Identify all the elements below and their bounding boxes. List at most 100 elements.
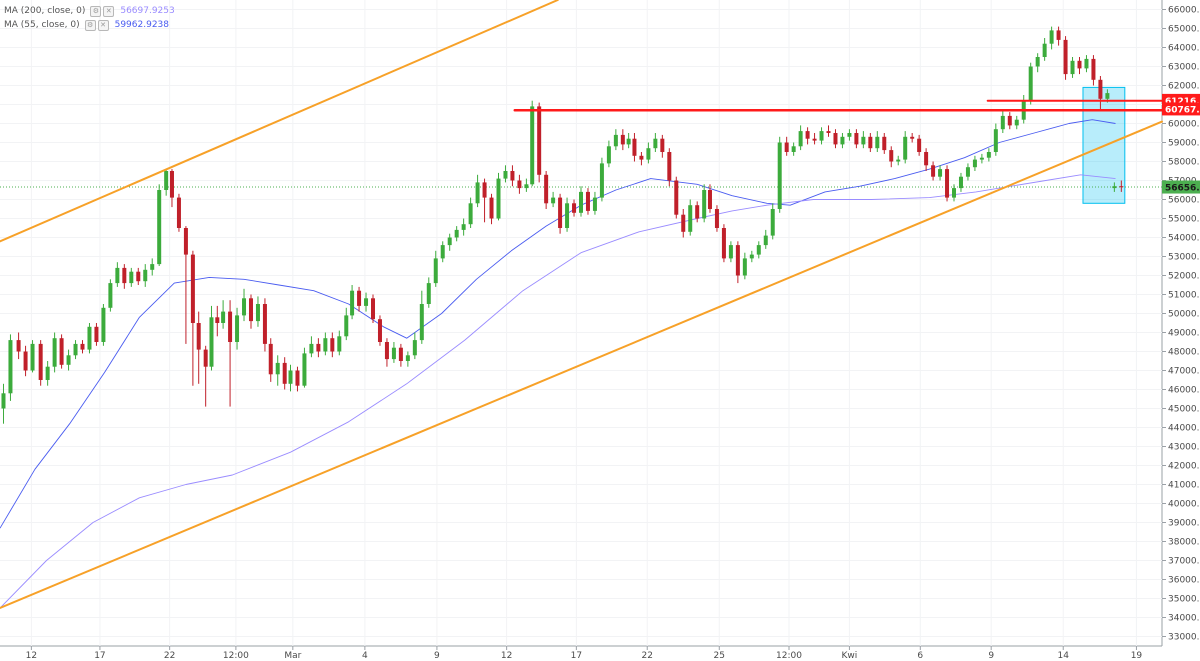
candle-up — [1112, 186, 1117, 189]
candle-down — [1077, 60, 1082, 69]
candle-up — [454, 229, 459, 238]
legend-ma55: MA (55, close, 0) ⚙ ✕ 59962.9238 — [4, 18, 175, 32]
legend-ma55-value: 59962.9238 — [114, 20, 170, 30]
y-tick-label: 33000.00 — [1168, 633, 1200, 643]
y-tick-label: 38000.00 — [1168, 538, 1200, 548]
candle-up — [412, 340, 417, 356]
candle-up — [1, 393, 6, 409]
close-icon[interactable]: ✕ — [97, 19, 109, 31]
candle-up — [101, 307, 106, 342]
candle-up — [45, 366, 50, 380]
legend-ma200-value: 56697.9253 — [120, 6, 175, 16]
y-tick-label: 56000.00 — [1168, 196, 1200, 206]
candle-up — [337, 336, 342, 352]
overlays-front — [0, 0, 1164, 609]
candle-up — [579, 191, 583, 213]
y-tick-label: 39000.00 — [1168, 519, 1200, 529]
candle-up — [770, 209, 775, 236]
candle-down — [295, 370, 300, 386]
candle-down — [203, 349, 208, 367]
y-tick-label: 41000.00 — [1168, 481, 1200, 491]
candle-up — [129, 271, 134, 284]
candle-down — [510, 171, 515, 181]
candle-down — [377, 319, 382, 342]
x-tick-label: 22 — [164, 651, 175, 661]
candle-down — [721, 228, 726, 259]
candle-up — [972, 159, 977, 168]
candle-down — [681, 214, 686, 232]
candle-down — [176, 197, 181, 228]
candle-down — [282, 362, 287, 384]
x-tick-label: 17 — [94, 651, 105, 661]
candle-up — [1014, 119, 1019, 126]
candle-up — [323, 338, 328, 352]
candle-down — [714, 209, 719, 228]
y-tick-label: 54000.00 — [1168, 234, 1200, 244]
candle-up — [875, 136, 880, 149]
candle-up — [688, 205, 693, 232]
x-tick-label: 4 — [362, 651, 368, 661]
candle-up — [613, 134, 618, 147]
upper-trend-line — [0, 0, 559, 243]
candle-down — [917, 138, 922, 152]
y-tick-label: 63000.00 — [1168, 63, 1200, 73]
settings-icon[interactable]: ⚙ — [84, 19, 96, 31]
candle-up — [235, 315, 240, 342]
candle-down — [228, 311, 233, 342]
y-tick-label: 62000.00 — [1168, 82, 1200, 92]
candle-up — [798, 131, 803, 147]
x-tick-label: 9 — [434, 651, 440, 661]
candle-up — [419, 304, 424, 341]
candle-down — [924, 152, 929, 166]
close-icon[interactable]: ✕ — [103, 5, 115, 17]
settings-icon[interactable]: ⚙ — [90, 5, 102, 17]
candle-down — [357, 290, 362, 306]
candle-up — [275, 362, 280, 375]
y-tick-label: 48000.00 — [1168, 348, 1200, 358]
candle-down — [945, 169, 950, 198]
candle-up — [551, 197, 556, 204]
candle-up — [791, 146, 796, 152]
candle-up — [777, 142, 782, 209]
y-tick-label: 42000.00 — [1168, 462, 1200, 472]
candle-up — [646, 148, 651, 160]
candle-down — [805, 131, 810, 139]
x-tick-label: 25 — [714, 651, 725, 661]
candle-down — [183, 228, 188, 255]
x-tick-label: 9 — [988, 651, 994, 661]
price-badge-label: 56656.18 — [1165, 184, 1200, 194]
candle-up — [8, 340, 13, 394]
y-tick-label: 47000.00 — [1168, 367, 1200, 377]
candle-down — [910, 136, 915, 139]
candle-up — [626, 138, 631, 145]
candle-up — [524, 184, 529, 189]
candle-up — [1035, 57, 1040, 67]
candle-up — [938, 169, 943, 177]
candle-up — [350, 290, 355, 316]
candle-up — [653, 138, 658, 149]
y-tick-label: 43000.00 — [1168, 443, 1200, 453]
candle-up — [565, 203, 570, 228]
candle-up — [606, 146, 611, 164]
y-tick-label: 65000.00 — [1168, 25, 1200, 35]
candle-up — [440, 245, 445, 259]
candle-down — [695, 205, 700, 219]
candle-up — [819, 131, 824, 141]
y-tick-label: 46000.00 — [1168, 386, 1200, 396]
price-badge — [1162, 102, 1200, 116]
candle-up — [1084, 58, 1089, 69]
candle-down — [784, 142, 789, 152]
y-tick-label: 66000.00 — [1168, 6, 1200, 16]
ma200-line — [0, 174, 1116, 609]
candle-down — [268, 343, 273, 375]
candle-down — [558, 197, 563, 228]
candle-down — [620, 134, 625, 145]
candle-down — [931, 165, 936, 177]
y-tick-label: 59000.00 — [1168, 139, 1200, 149]
candle-down — [517, 180, 522, 189]
x-tick-label: 6 — [917, 651, 923, 661]
candle-up — [728, 245, 733, 259]
candle-down — [80, 343, 85, 350]
candle-up — [344, 315, 349, 337]
